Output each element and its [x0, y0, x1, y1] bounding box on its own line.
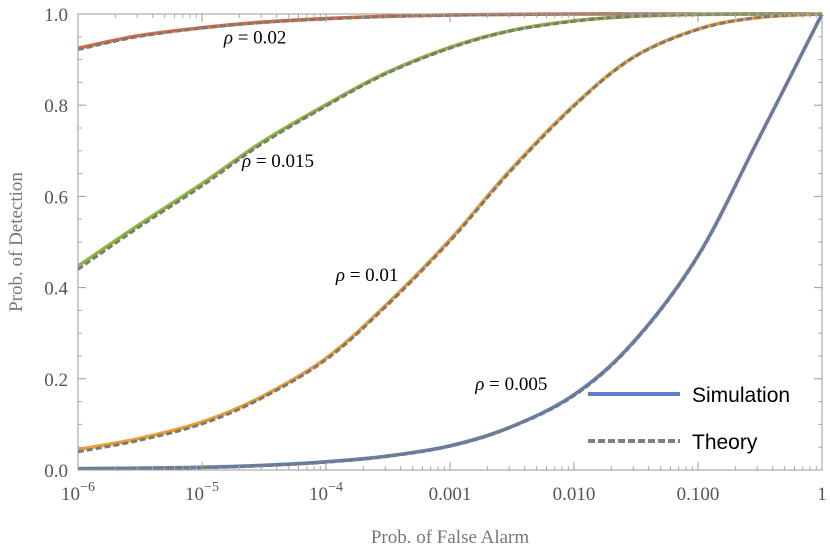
rho-symbol: ρ: [335, 265, 350, 286]
series-label-value: = 0.01: [350, 265, 399, 286]
x-axis-label: Prob. of False Alarm: [371, 527, 530, 548]
series-theory-line: [77, 12, 823, 454]
rho-symbol: ρ: [241, 151, 256, 172]
y-axis-label: Prob. of Detection: [6, 172, 27, 312]
y-tick-label: 0.0: [44, 461, 68, 482]
y-tick-label: 0.8: [44, 96, 68, 117]
rho-symbol: ρ: [223, 28, 238, 49]
x-tick-exponent: −6: [80, 480, 95, 495]
x-tick-base: 10: [309, 484, 328, 505]
x-tick-label: 10−6: [61, 480, 95, 505]
legend-simulation-label: Simulation: [692, 384, 790, 407]
x-tick-label: 10−4: [309, 480, 343, 505]
y-tick-label: 0.4: [44, 279, 68, 300]
series-label: ρ = 0.015: [241, 151, 314, 172]
y-tick-label: 1.0: [44, 5, 68, 26]
x-tick-label: 0.100: [677, 484, 720, 505]
y-tick-label: 0.6: [44, 187, 68, 208]
y-tick-label: 0.2: [44, 370, 68, 391]
tick-layer: 0.00.20.40.60.81.010−6 10−5 10−4 0.001 0.010…: [44, 5, 827, 505]
series-label: ρ = 0.02: [223, 28, 287, 49]
x-tick-label: 0.001: [429, 484, 472, 505]
rho-symbol: ρ: [474, 374, 489, 395]
x-tick-base: 10: [185, 484, 204, 505]
series-label-value: = 0.015: [256, 151, 314, 172]
x-tick-exponent: −4: [328, 480, 343, 495]
legend-theory-label: Theory: [692, 431, 758, 454]
series-theory-line: [77, 13, 824, 471]
x-tick-exponent: −5: [204, 480, 219, 495]
x-tick-label: 0.010: [553, 484, 596, 505]
x-tick-label: 1: [817, 484, 827, 505]
x-tick-base: 10: [61, 484, 80, 505]
series-label-value: = 0.02: [238, 28, 287, 49]
series-label-value: = 0.005: [489, 374, 547, 395]
series-simulation-line: [76, 12, 823, 268]
x-tick-label: 10−5: [185, 480, 219, 505]
series-label: ρ = 0.005: [474, 374, 547, 395]
legend: Simulation Theory: [588, 384, 790, 454]
series-label: ρ = 0.01: [335, 265, 399, 286]
